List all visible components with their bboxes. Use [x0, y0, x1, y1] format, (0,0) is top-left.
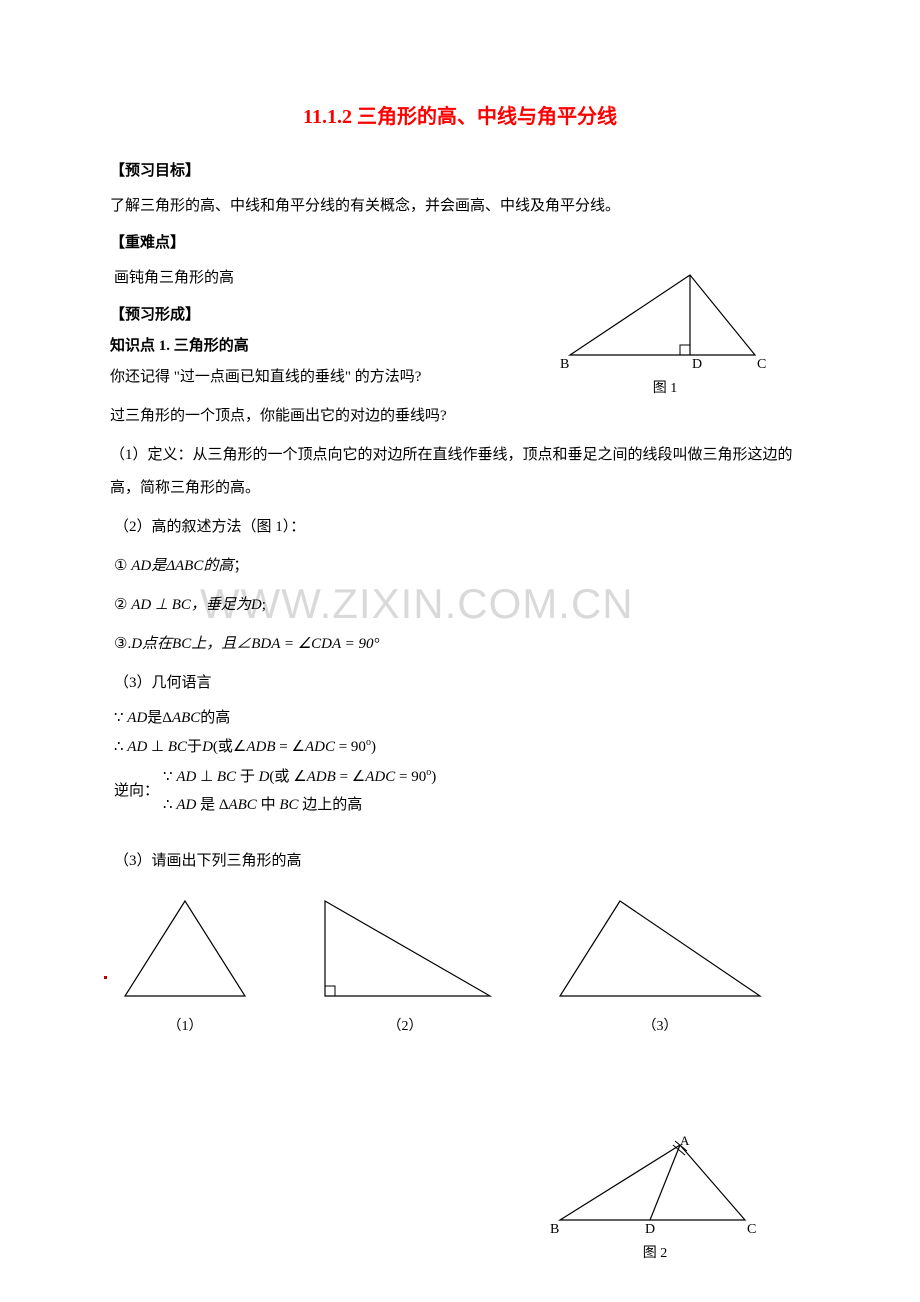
geom-line-3: ∵ AD ⊥ BC 于 D(或 ∠ADB = ∠ADC = 90o) — [163, 764, 436, 791]
preview-goal-text: 了解三角形的高、中线和角平分线的有关概念，并会画高、中线及角平分线。 — [110, 190, 810, 223]
question-2: 过三角形的一个顶点，你能画出它的对边的垂线吗? — [110, 400, 810, 433]
definition-1: （1）定义：从三角形的一个顶点向它的对边所在直线作垂线，顶点和垂足之间的线段叫做… — [110, 439, 810, 505]
method-1-math: AD是ΔABC的高 — [131, 558, 233, 574]
figure-1-point-b: B — [560, 357, 569, 370]
method-3-pre: ③. — [114, 636, 131, 652]
method-3-math: D点在BC上，且∠BDA = ∠CDA = 90° — [131, 636, 379, 652]
definition-4-header: （3）请画出下列三角形的高 — [114, 845, 810, 878]
figure-1-label: 图 1 — [560, 377, 770, 397]
preview-goal-header: 【预习目标】 — [110, 159, 810, 180]
inverse-label: 逆向： — [114, 775, 159, 808]
triangle-2-wrap: （2） — [310, 896, 500, 1035]
method-2-math: AD ⊥ BC，垂足为D — [131, 597, 262, 613]
method-3: ③.D点在BC上，且∠BDA = ∠CDA = 90° — [114, 628, 810, 661]
method-2: ② AD ⊥ BC，垂足为D; — [114, 589, 810, 622]
triangle-3-wrap: （3） — [550, 896, 770, 1035]
method-1: ① AD是ΔABC的高； — [114, 550, 810, 583]
triangle-2-caption: （2） — [388, 1015, 423, 1035]
figure-2-point-c: C — [747, 1222, 756, 1235]
method-1-pre: ① — [114, 558, 131, 574]
figure-2-point-d: D — [645, 1222, 655, 1235]
triangle-diagrams-row: （1） （2） （3） — [110, 896, 810, 1035]
figure-1-point-c: C — [757, 357, 766, 370]
difficulty-header: 【重难点】 — [110, 231, 810, 252]
geom-line-1: ∵ AD是ΔABC的高 — [114, 706, 810, 732]
triangle-obtuse-icon — [550, 896, 770, 1001]
triangle-3-caption: （3） — [643, 1015, 678, 1035]
geom-line-2: ∴ AD ⊥ BC于D(或∠ADB = ∠ADC = 90o) — [114, 734, 810, 761]
method-1-post: ； — [233, 558, 248, 574]
figure-1-point-d: D — [692, 357, 702, 370]
triangle-1-wrap: （1） — [110, 896, 260, 1035]
method-2-pre: ② — [114, 597, 131, 613]
method-2-post: ; — [262, 597, 266, 613]
geom-line-4: ∴ AD 是 ΔABC 中 BC 边上的高 — [163, 793, 436, 819]
figure-2-point-b: B — [550, 1222, 559, 1235]
figure-2-label: 图 2 — [550, 1242, 760, 1262]
figure-1: B D C 图 1 — [560, 270, 770, 397]
page-title: 11.1.2 三角形的高、中线与角平分线 — [110, 100, 810, 129]
triangle-right-icon — [310, 896, 500, 1001]
definition-2-header: （2）高的叙述方法（图 1）： — [114, 511, 810, 544]
figure-2-triangle-icon: A B D C — [550, 1135, 760, 1235]
red-marker-icon — [104, 976, 107, 979]
triangle-acute-icon — [110, 896, 260, 1001]
triangle-1-caption: （1） — [168, 1015, 203, 1035]
figure-2-point-a: A — [680, 1135, 690, 1148]
figure-1-triangle-icon: B D C — [560, 270, 770, 370]
figure-2: A B D C 图 2 — [550, 1135, 760, 1262]
definition-3-header: （3）几何语言 — [114, 667, 810, 700]
